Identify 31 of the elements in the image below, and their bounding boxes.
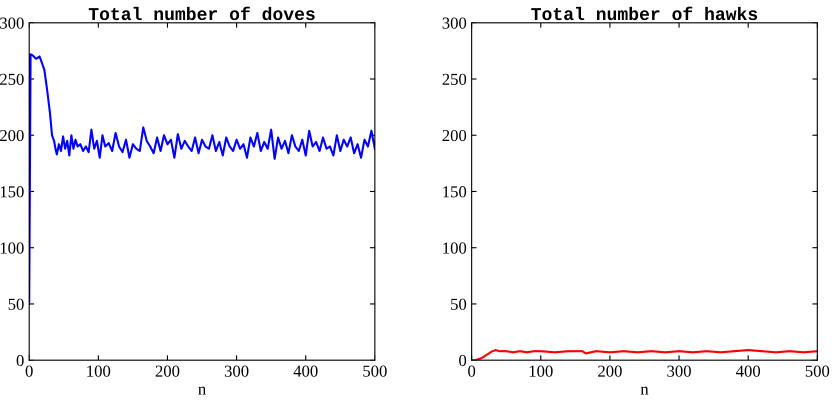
- x-axis-title: n: [640, 386, 648, 394]
- y-tick-label: 0: [459, 354, 466, 366]
- x-tick-label: 400: [294, 366, 318, 377]
- chart-title: Total number of hawks: [531, 6, 758, 20]
- y-tick-label: 300: [0, 17, 24, 29]
- y-tick-label: 250: [0, 74, 24, 85]
- y-tick-label: 200: [442, 130, 466, 142]
- y-tick-label: 0: [16, 354, 24, 366]
- x-tick-label: 300: [667, 366, 691, 377]
- x-tick-label: 200: [598, 366, 622, 377]
- x-tick-label: 100: [87, 366, 110, 377]
- y-tick-label: 150: [0, 186, 24, 198]
- x-tick-label: 0: [468, 366, 476, 377]
- x-axis-title: n: [198, 386, 206, 394]
- y-tick-label: 250: [442, 74, 466, 85]
- y-tick-label: 50: [8, 298, 24, 310]
- x-tick-label: 300: [224, 366, 248, 377]
- x-tick-label: 500: [363, 366, 387, 377]
- chart-title: Total number of doves: [88, 6, 315, 20]
- y-tick-label: 100: [0, 242, 24, 254]
- line-series: [29, 53, 375, 305]
- y-tick-label: 50: [451, 298, 466, 310]
- x-tick-label: 200: [156, 366, 180, 377]
- y-tick-label: 300: [442, 17, 466, 29]
- x-tick-label: 400: [736, 366, 760, 377]
- y-tick-label: 150: [443, 186, 466, 198]
- x-tick-label: 100: [530, 366, 553, 377]
- y-tick-label: 200: [0, 130, 24, 142]
- x-tick-label: 500: [806, 366, 830, 377]
- x-tick-label: 0: [26, 366, 33, 377]
- y-tick-label: 100: [443, 242, 466, 254]
